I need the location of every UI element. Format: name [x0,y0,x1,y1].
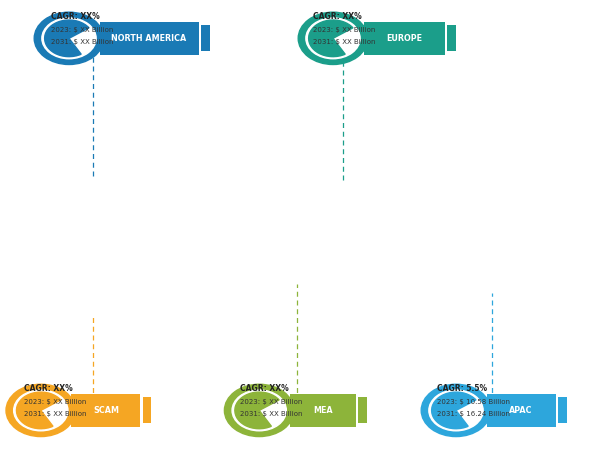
Text: 2031: $ XX Billion: 2031: $ XX Billion [24,411,86,417]
FancyBboxPatch shape [201,25,206,51]
Circle shape [224,384,294,437]
Text: CAGR: 5.5%: CAGR: 5.5% [437,384,487,393]
FancyBboxPatch shape [71,394,140,427]
Text: 2031: $ XX Billion: 2031: $ XX Billion [51,39,113,45]
Circle shape [298,12,368,64]
FancyBboxPatch shape [146,397,151,423]
Circle shape [34,12,104,64]
Circle shape [14,390,68,431]
FancyBboxPatch shape [487,394,556,427]
Text: 2023: $ XX Billion: 2023: $ XX Billion [240,399,302,405]
Text: 2023: $ XX Billion: 2023: $ XX Billion [24,399,86,405]
FancyBboxPatch shape [447,25,452,51]
Circle shape [421,384,491,437]
Text: APAC: APAC [509,406,533,415]
Text: NORTH AMERICA: NORTH AMERICA [112,34,187,43]
Circle shape [429,390,483,431]
Wedge shape [431,392,476,429]
Wedge shape [44,20,89,57]
Circle shape [232,390,286,431]
Wedge shape [308,20,353,57]
Text: 2031: $ XX Billion: 2031: $ XX Billion [313,39,376,45]
Wedge shape [16,392,61,429]
Text: SCAM: SCAM [93,406,119,415]
Circle shape [6,384,76,437]
FancyBboxPatch shape [450,25,455,51]
Text: CAGR: XX%: CAGR: XX% [240,384,289,393]
Text: MEA: MEA [313,406,332,415]
FancyBboxPatch shape [100,22,199,55]
Text: CAGR: XX%: CAGR: XX% [24,384,73,393]
FancyBboxPatch shape [364,22,445,55]
Text: 2023: $ XX Billion: 2023: $ XX Billion [51,27,113,33]
FancyBboxPatch shape [361,397,367,423]
Text: 2031: $ XX Billion: 2031: $ XX Billion [240,411,302,417]
Text: CAGR: XX%: CAGR: XX% [313,12,362,21]
Text: 2023: $ XX Billion: 2023: $ XX Billion [313,27,376,33]
Circle shape [306,18,360,59]
Circle shape [42,18,96,59]
Text: CAGR: XX%: CAGR: XX% [51,12,100,21]
FancyBboxPatch shape [561,397,566,423]
FancyBboxPatch shape [558,397,563,423]
Text: 2023: $ 10.58 Billion: 2023: $ 10.58 Billion [437,399,510,405]
Text: 2031: $ 16.24 Billion: 2031: $ 16.24 Billion [437,411,510,417]
FancyBboxPatch shape [143,397,148,423]
FancyBboxPatch shape [358,397,364,423]
FancyBboxPatch shape [290,394,356,427]
FancyBboxPatch shape [204,25,209,51]
Wedge shape [235,392,279,429]
Text: EUROPE: EUROPE [386,34,422,43]
